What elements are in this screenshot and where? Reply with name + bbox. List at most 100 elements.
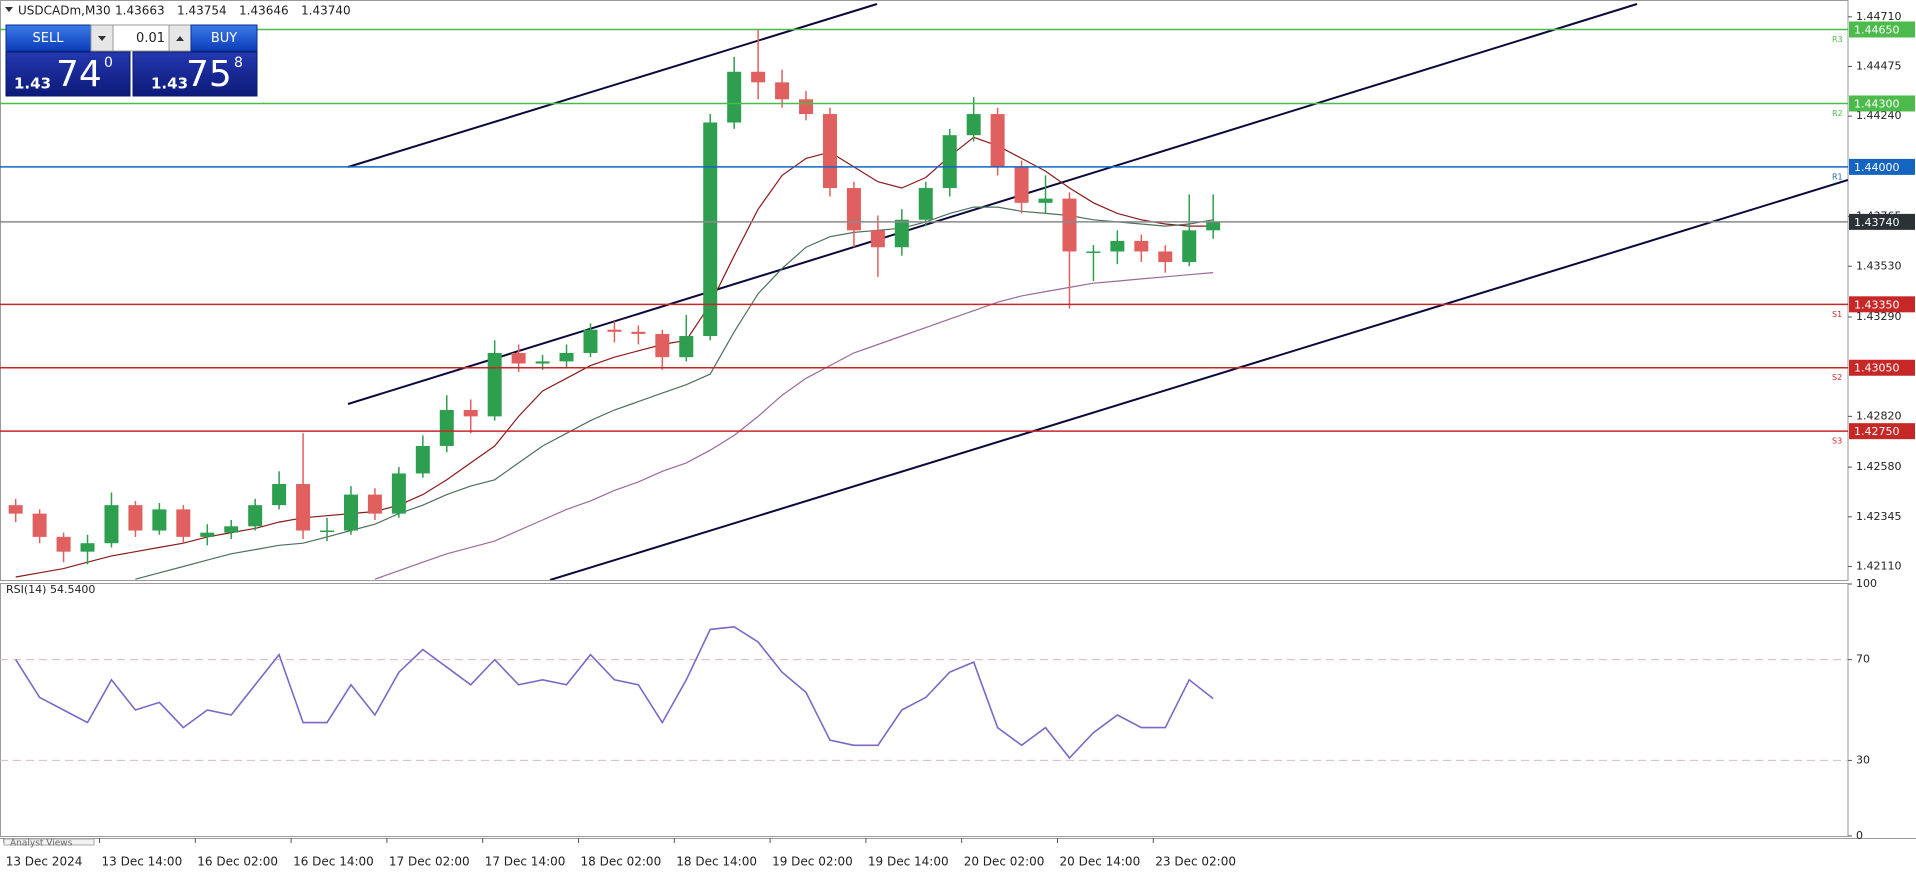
candle-body — [80, 543, 95, 552]
menu-arrow[interactable] — [5, 7, 13, 12]
x-tick-label: 17 Dec 02:00 — [389, 855, 470, 869]
moving-average — [374, 272, 1214, 580]
candle-body — [679, 336, 694, 358]
candle-body — [751, 71, 766, 83]
x-tick-label: 23 Dec 02:00 — [1155, 855, 1236, 869]
bid-point: 0 — [104, 55, 113, 71]
candle-body — [487, 352, 502, 417]
y-tick-label: 0 — [1856, 829, 1863, 842]
candle-body — [56, 536, 71, 552]
level-tag: R2 — [1832, 109, 1843, 118]
sell-button[interactable] — [5, 24, 92, 52]
ohlc-high: 1.43754 — [177, 4, 227, 18]
lot-input[interactable] — [112, 24, 170, 52]
moving-average — [15, 136, 1214, 578]
level-label-bg — [1849, 158, 1915, 175]
x-tick-label: 16 Dec 14:00 — [293, 855, 374, 869]
analyst-tab[interactable] — [3, 838, 95, 846]
ask-box[interactable] — [132, 51, 258, 97]
x-tick-label: 20 Dec 14:00 — [1060, 855, 1141, 869]
x-tick-label: 20 Dec 02:00 — [964, 855, 1045, 869]
price-frame — [0, 0, 1849, 581]
y-tick-label: 1.44710 — [1856, 10, 1902, 23]
candle-body — [1038, 198, 1053, 203]
candle-body — [296, 484, 311, 531]
level-tag: R3 — [1832, 35, 1843, 44]
lot-value: 0.01 — [136, 31, 165, 46]
y-tick-label: 70 — [1856, 653, 1870, 666]
level-label-bg — [1849, 359, 1915, 376]
candle-body — [799, 99, 814, 115]
candle-body — [655, 333, 670, 358]
candle-body — [391, 473, 406, 514]
candle-body — [224, 526, 239, 533]
candle-body — [248, 505, 263, 527]
rsi-line — [15, 625, 1214, 760]
lot-up-icon — [176, 36, 184, 41]
level-label-bg — [1849, 95, 1915, 112]
x-tick-label: 13 Dec 2024 — [6, 855, 83, 869]
y-tick-label: 1.44475 — [1856, 59, 1902, 72]
bid-big-figure: 1.43 — [14, 75, 51, 93]
candle-body — [727, 71, 742, 123]
candle-body — [703, 122, 718, 337]
buy-button[interactable] — [190, 24, 258, 52]
x-tick-label: 17 Dec 14:00 — [485, 855, 566, 869]
analyst-tab-label[interactable]: Analyst Views — [10, 839, 73, 849]
bid-box[interactable] — [5, 51, 131, 97]
candle-body — [1158, 251, 1173, 263]
level-tag: R1 — [1832, 172, 1843, 181]
level-label-bg — [1849, 21, 1915, 38]
level-label: 1.44000 — [1854, 161, 1900, 174]
ohlc-open: 1.43663 — [115, 4, 165, 18]
buy-label: BUY — [211, 31, 237, 46]
candle-body — [942, 135, 957, 189]
trend-channel — [347, 3, 1848, 580]
ohlc-close: 1.43740 — [301, 4, 351, 18]
candle-body — [631, 331, 646, 334]
candle-body — [846, 188, 861, 231]
price-plot — [0, 28, 1848, 580]
x-tick-label: 13 Dec 14:00 — [102, 855, 183, 869]
y-tick-label: 30 — [1856, 753, 1870, 766]
candle-body — [367, 494, 382, 514]
candle-body — [1134, 240, 1149, 252]
x-tick-label: 18 Dec 02:00 — [581, 855, 662, 869]
candle-body — [966, 114, 981, 136]
level-label: 1.42750 — [1854, 425, 1900, 438]
level-label-bg — [1849, 213, 1915, 230]
x-tick-label: 19 Dec 02:00 — [772, 855, 853, 869]
x-tick-label: 16 Dec 02:00 — [197, 855, 278, 869]
candle-body — [104, 505, 119, 544]
level-label-bg — [1849, 423, 1915, 440]
moving-average — [135, 206, 1214, 580]
candle-body — [1206, 221, 1221, 231]
candle-body — [990, 114, 1005, 167]
candle-body — [32, 513, 47, 537]
candle-body — [583, 329, 598, 353]
y-tick-label: 1.42580 — [1856, 460, 1902, 473]
candle-body — [343, 494, 358, 531]
level-label: 1.43050 — [1854, 362, 1900, 375]
one-click-panel: SELL 0.01 BUY 1.43 74 0 1.43 75 8 — [5, 24, 258, 97]
bid-pips: 74 — [56, 54, 102, 95]
ask-pips: 75 — [186, 54, 232, 95]
candle-body — [463, 410, 478, 417]
y-tick-label: 1.42345 — [1856, 510, 1902, 523]
candle-body — [176, 509, 191, 537]
y-tick-label: 100 — [1856, 577, 1877, 590]
ask-big-figure: 1.43 — [151, 75, 188, 93]
candle-body — [1086, 251, 1101, 253]
level-label: 1.43740 — [1854, 216, 1900, 229]
rsi-plot — [0, 625, 1848, 761]
level-label: 1.43350 — [1854, 298, 1900, 311]
rsi-frame — [0, 583, 1849, 837]
ohlc-low: 1.43646 — [239, 4, 289, 18]
x-tick-label: 18 Dec 14:00 — [676, 855, 757, 869]
candle-body — [894, 219, 909, 248]
candle-body — [8, 505, 23, 514]
lot-down-icon — [98, 36, 106, 41]
candle-body — [1062, 198, 1077, 252]
